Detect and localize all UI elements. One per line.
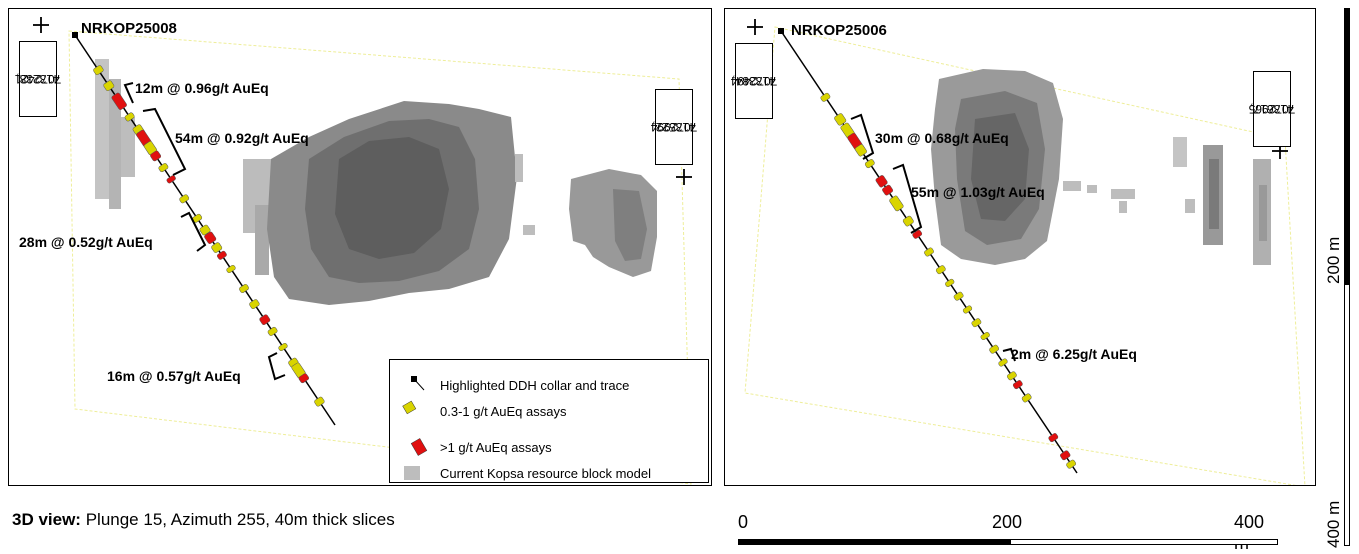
intercept-label: 55m @ 1.03g/t AuEq	[911, 184, 1045, 200]
high-grade-assay	[1012, 380, 1023, 390]
high-grade-assay	[298, 373, 309, 384]
legend-collar: Highlighted DDH collar and trace	[440, 378, 630, 393]
low-grade-assay	[93, 65, 104, 75]
low-grade-assay	[1066, 459, 1076, 469]
coordinate-box: 413522, 7072994	[651, 89, 697, 165]
low-grade-assay	[864, 159, 875, 169]
low-grade-assay	[971, 318, 982, 328]
high-grade-assay	[166, 175, 176, 184]
collar-marker	[72, 32, 78, 38]
high-grade-assay	[1060, 450, 1071, 461]
resource-block-model	[95, 59, 657, 305]
high-grade-assay-icon	[410, 438, 428, 456]
legend: Highlighted DDH collar and trace 0.3-1 g…	[389, 359, 709, 483]
low-grade-assay	[278, 342, 288, 352]
low-grade-assay	[953, 291, 964, 301]
low-grade-assay	[158, 163, 169, 173]
collar-marker	[778, 28, 784, 34]
survey-cross-markers	[747, 19, 1288, 159]
low-grade-assay	[267, 326, 278, 336]
intercept-label: 2m @ 6.25g/t AuEq	[1011, 346, 1137, 362]
scale-label: 200 m	[1324, 236, 1343, 284]
low-grade-assay	[980, 331, 990, 341]
view-caption: 3D view: Plunge 15, Azimuth 255, 40m thi…	[12, 510, 395, 529]
scale-segment	[1010, 539, 1278, 545]
low-grade-assay	[935, 265, 946, 275]
low-grade-assay	[314, 396, 325, 407]
low-grade-assay	[211, 242, 223, 253]
low-grade-assay	[902, 215, 914, 227]
assay-markers	[93, 65, 325, 407]
intercept-label: 28m @ 0.52g/t AuEq	[19, 234, 153, 250]
low-grade-assay	[226, 264, 236, 274]
resource-block-model	[931, 69, 1271, 265]
intercept-brackets	[123, 82, 286, 381]
legend-low-grade: 0.3-1 g/t AuEq assays	[440, 404, 567, 419]
low-grade-assay	[1021, 393, 1032, 403]
scale-label: 200	[992, 512, 1023, 532]
low-grade-assay	[945, 278, 955, 287]
low-grade-assay	[124, 112, 135, 122]
slice-outline	[68, 30, 692, 485]
low-grade-assay	[924, 247, 934, 257]
assay-markers	[820, 92, 1076, 469]
scale-label: 400 m	[1324, 500, 1343, 548]
intercept-label: 16m @ 0.57g/t AuEq	[107, 368, 241, 384]
high-grade-assay	[204, 231, 217, 244]
high-grade-assay	[111, 92, 127, 110]
low-grade-assay	[989, 344, 999, 354]
hole-id-label: NRKOP25006	[791, 22, 887, 39]
low-grade-assay	[834, 113, 847, 126]
vertical-scale-bar: 200 m 400 m	[1322, 8, 1356, 548]
horizontal-scale-bar: 0 200 400 m	[738, 512, 1283, 553]
legend-block-model: Current Kopsa resource block model	[440, 466, 651, 481]
high-grade-assay	[875, 175, 888, 188]
low-grade-assay	[998, 358, 1008, 367]
legend-symbols	[402, 376, 428, 480]
coordinate-box: 413384, 7072494	[731, 43, 777, 119]
high-grade-assay	[259, 314, 271, 326]
high-grade-assay	[217, 250, 227, 260]
intercept-label: 30m @ 0.68g/t AuEq	[875, 130, 1009, 146]
low-grade-assay	[199, 224, 211, 236]
scale-segment	[738, 539, 1010, 545]
section-view-right: NRKOP25006 30m @ 0.68g/t AuEq 55m @ 1.03…	[744, 19, 1306, 485]
coordinate-box: 413617, 7072965	[1249, 71, 1295, 147]
coordinate-box: 413238, 7072421	[15, 41, 61, 117]
high-grade-assay	[912, 229, 923, 239]
intercept-brackets	[850, 113, 1016, 362]
low-grade-assay	[239, 284, 249, 293]
legend-high-grade: >1 g/t AuEq assays	[440, 440, 552, 455]
high-grade-assay	[150, 150, 162, 162]
survey-cross-markers	[33, 17, 692, 185]
section-panel-right: NRKOP25006 30m @ 0.68g/t AuEq 55m @ 1.03…	[724, 8, 1316, 486]
low-grade-assay	[889, 195, 904, 212]
high-grade-assay	[1048, 433, 1059, 443]
low-grade-assay	[179, 194, 190, 204]
slice-outline	[744, 26, 1306, 485]
high-grade-assay	[882, 184, 894, 196]
hole-id-label: NRKOP25008	[81, 20, 177, 37]
scale-label: 400 m	[1234, 512, 1265, 553]
low-grade-assay	[962, 305, 973, 314]
scale-segment	[1344, 8, 1350, 284]
section-panel-left: NRKOP25008 12m @ 0.96g/t AuEq 54m @ 0.92…	[8, 8, 712, 486]
low-grade-assay-icon	[402, 400, 417, 415]
low-grade-assay	[1007, 371, 1017, 381]
intercept-label: 54m @ 0.92g/t AuEq	[175, 130, 309, 146]
intercept-label: 12m @ 0.96g/t AuEq	[135, 80, 269, 96]
low-grade-assay	[854, 144, 867, 157]
scale-label: 0	[738, 512, 749, 532]
low-grade-assay	[249, 299, 260, 309]
scale-segment	[1344, 284, 1350, 546]
low-grade-assay	[103, 80, 115, 92]
low-grade-assay	[820, 92, 831, 102]
section-view-left: NRKOP25008 12m @ 0.96g/t AuEq 54m @ 0.92…	[19, 17, 692, 485]
block-model-icon	[404, 466, 420, 480]
